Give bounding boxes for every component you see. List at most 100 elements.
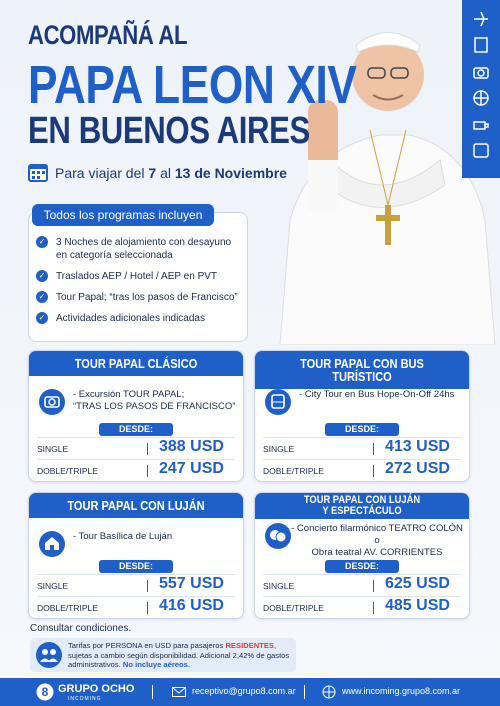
sidebar-icons — [473, 11, 489, 158]
room-type: SINGLE — [263, 581, 295, 591]
brand: GRUPO OCHO — [58, 683, 135, 695]
include-item: ✓ Actividades adicionales indicadas — [36, 312, 242, 325]
price-row: DOBLE/TRIPLE 416 USD — [37, 596, 235, 617]
note-highlight: RESIDENTES — [225, 641, 274, 650]
note-part1: Tarifas por PERSONA en USD para pasajero… — [68, 641, 224, 650]
separator — [373, 443, 374, 455]
note-text: Tarifas por PERSONA en USD para pasajero… — [68, 641, 290, 670]
check-icon: ✓ — [36, 312, 48, 324]
date-end: 13 de Noviembre — [174, 165, 287, 181]
web-icon — [322, 685, 336, 699]
headline-2: PAPA LEON XIV — [28, 55, 357, 115]
room-type: DOBLE/TRIPLE — [37, 466, 98, 476]
people-icon — [36, 642, 62, 668]
email[interactable]: receptivo@grupo8.com.ar — [192, 686, 296, 696]
separator — [147, 602, 148, 614]
tour-card: TOUR PAPAL CLÁSICO - Excursión TOUR PAPAL… — [28, 350, 244, 482]
separator — [147, 580, 148, 592]
card-description: - Tour Basílica de Luján — [73, 531, 172, 543]
check-icon: ✓ — [36, 236, 48, 248]
include-text: Tour Papal; “tras los pasos de Francisco… — [56, 292, 238, 303]
conditions: Consultar condiciones. — [30, 623, 132, 634]
note-part2: , sujetas a cambio según disponibilidad.… — [68, 641, 290, 669]
from-label: DESDE: — [325, 560, 399, 573]
description-line: - City Tour en Bus Hope-On-Off 24hs — [299, 389, 455, 400]
room-type: DOBLE/TRIPLE — [37, 603, 98, 613]
footer-bar: 8 GRUPO OCHO INCOMING receptivo@grupo8.c… — [0, 678, 500, 706]
card-title: TOUR PAPAL CON LUJÁN — [303, 494, 421, 506]
includes-title: Todos los programas incluyen — [32, 204, 214, 226]
date-start: 7 — [148, 165, 157, 181]
tour-card: TOUR PAPAL CON LUJÁN - Tour Basílica de L… — [28, 492, 244, 619]
separator — [147, 443, 148, 455]
price: 485 USD — [385, 597, 450, 614]
price-row: DOBLE/TRIPLE 247 USD — [37, 459, 235, 480]
tour-card: TOUR PAPAL CON BUS TURÍSTICO - City Tour … — [254, 350, 470, 482]
price: 416 USD — [159, 597, 224, 614]
include-item: ✓ 3 Noches de alojamiento con desayuno en… — [36, 236, 242, 262]
include-text: 3 Noches de alojamiento con desayuno en … — [56, 237, 232, 261]
include-text: Traslados AEP / Hotel / AEP en PVT — [56, 271, 218, 282]
card-description: - Concierto filarmónico TEATRO COLÓN o Obr… — [291, 523, 463, 559]
dates: Para viajar del 7 al 13 de Noviembre — [55, 165, 287, 181]
description-line: o — [374, 535, 380, 546]
price-row: SINGLE 557 USD — [37, 574, 235, 595]
price: 388 USD — [159, 438, 224, 455]
mail-icon — [172, 687, 186, 697]
headline-1: ACOMPAÑÁ AL — [28, 20, 188, 50]
description-line: - Tour Basílica de Luján — [73, 531, 173, 542]
card-header: TOUR PAPAL CON LUJÁN Y ESPECTÁCULO — [255, 493, 469, 519]
separator — [147, 465, 148, 477]
description-line: - Concierto filarmónico TEATRO COLÓN — [291, 523, 463, 534]
price-row: SINGLE 413 USD — [263, 437, 461, 458]
include-item: ✓ Tour Papal; “tras los pasos de Francisc… — [36, 291, 242, 304]
dates-prefix: Para viajar del — [55, 165, 145, 181]
separator — [373, 465, 374, 477]
description-line: - Excursión TOUR PAPAL; — [73, 389, 185, 400]
note-bold: No incluye aéreos. — [122, 660, 190, 669]
description-line: Obra teatral AV. CORRIENTES — [311, 547, 443, 558]
price: 625 USD — [385, 575, 450, 592]
room-type: SINGLE — [37, 581, 69, 591]
svg-text:8: 8 — [42, 685, 49, 699]
dates-middle: al — [160, 165, 171, 181]
calendar-icon — [28, 164, 48, 182]
website[interactable]: www.incoming.grupo8.com.ar — [342, 686, 461, 696]
card-header: TOUR PAPAL CON LUJÁN — [29, 493, 243, 518]
headline-3: EN BUENOS AIRES — [28, 110, 310, 152]
check-icon: ✓ — [36, 270, 48, 282]
price: 557 USD — [159, 575, 224, 592]
icon-sidebar — [462, 0, 500, 178]
price: 247 USD — [159, 460, 224, 477]
from-label: DESDE: — [99, 560, 173, 573]
card-icon — [39, 389, 65, 415]
card-title: Y ESPECTÁCULO — [322, 505, 402, 517]
includes-list: ✓ 3 Noches de alojamiento con desayuno en… — [36, 236, 242, 333]
separator — [373, 602, 374, 614]
room-type: DOBLE/TRIPLE — [263, 466, 324, 476]
card-header: TOUR PAPAL CLÁSICO — [29, 351, 243, 376]
divider — [304, 685, 305, 699]
card-title: TOUR PAPAL CLÁSICO — [74, 356, 198, 371]
includes-box — [28, 212, 248, 342]
price-row: SINGLE 625 USD — [263, 574, 461, 595]
logo-mark: 8 — [36, 683, 54, 701]
card-header: TOUR PAPAL CON BUS TURÍSTICO — [255, 351, 469, 389]
separator — [373, 580, 374, 592]
price-row: SINGLE 388 USD — [37, 437, 235, 458]
from-label: DESDE: — [325, 423, 399, 436]
pope-illustration — [279, 32, 496, 345]
price: 413 USD — [385, 438, 450, 455]
note-box: Tarifas por PERSONA en USD para pasajero… — [30, 638, 296, 672]
card-icon — [265, 523, 291, 549]
card-title: TOUR PAPAL CON BUS TURÍSTICO — [300, 356, 424, 384]
room-type: SINGLE — [263, 444, 295, 454]
divider — [152, 685, 153, 699]
price-row: DOBLE/TRIPLE 272 USD — [263, 459, 461, 480]
from-label: DESDE: — [99, 423, 173, 436]
price: 272 USD — [385, 460, 450, 477]
include-text: Actividades adicionales indicadas — [56, 313, 205, 324]
description-line: “TRAS LOS PASOS DE FRANCISCO” — [73, 401, 236, 412]
check-icon: ✓ — [36, 291, 48, 303]
